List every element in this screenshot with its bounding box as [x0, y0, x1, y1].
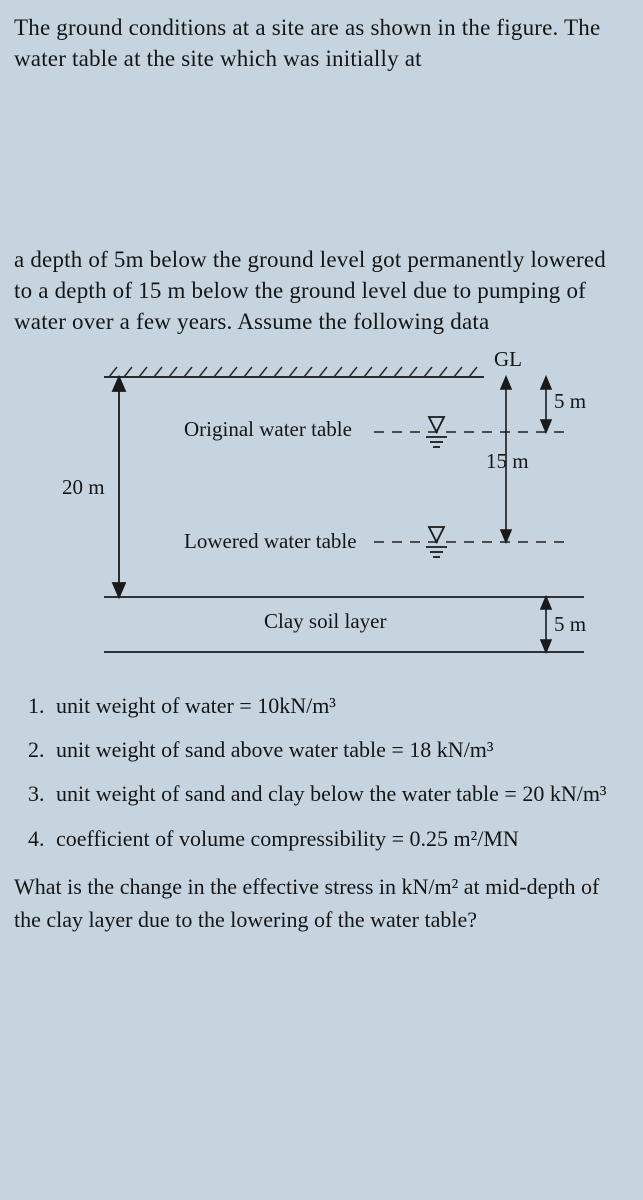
intro-paragraph-2: a depth of 5m below the ground level got… — [14, 244, 629, 337]
depth-15m-label: 15 m — [486, 449, 529, 474]
clay-5m-label: 5 m — [554, 612, 586, 637]
lowered-wt-label: Lowered water table — [184, 529, 357, 554]
intro-paragraph-1: The ground conditions at a site are as s… — [14, 12, 629, 74]
gl-label: GL — [494, 347, 522, 372]
original-wt-label: Original water table — [184, 417, 352, 442]
data-item-1: unit weight of water = 10kN/m³ — [50, 689, 629, 723]
data-item-2: unit weight of sand above water table = … — [50, 733, 629, 767]
question-text: What is the change in the effective stre… — [14, 870, 629, 936]
page-root: The ground conditions at a site are as s… — [0, 0, 643, 1200]
ground-profile-diagram: GL 5 m Original water table 15 m 20 m Lo… — [54, 347, 614, 677]
depth-20m-label: 20 m — [62, 475, 105, 500]
data-item-4: coefficient of volume compressibility = … — [50, 822, 629, 856]
given-data-list: unit weight of water = 10kN/m³ unit weig… — [50, 689, 629, 855]
clay-layer-label: Clay soil layer — [264, 609, 386, 634]
data-item-3: unit weight of sand and clay below the w… — [50, 777, 629, 811]
depth-5m-label: 5 m — [554, 389, 586, 414]
